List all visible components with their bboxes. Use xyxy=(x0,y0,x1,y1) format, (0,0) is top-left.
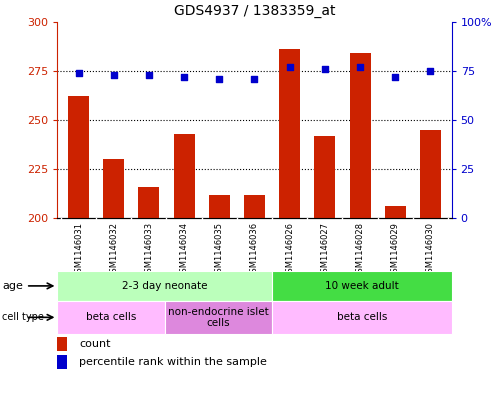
Bar xyxy=(57,355,67,369)
Point xyxy=(180,73,188,80)
Text: age: age xyxy=(2,281,23,291)
Bar xyxy=(244,195,265,393)
Bar xyxy=(279,49,300,393)
Bar xyxy=(272,301,452,334)
Text: cell type: cell type xyxy=(2,312,44,322)
Text: GSM1146028: GSM1146028 xyxy=(356,222,365,278)
Title: GDS4937 / 1383359_at: GDS4937 / 1383359_at xyxy=(174,4,335,18)
Point xyxy=(250,75,258,82)
Point xyxy=(391,73,399,80)
Text: GSM1146034: GSM1146034 xyxy=(180,222,189,278)
Bar xyxy=(420,130,441,393)
Bar xyxy=(57,338,67,351)
Text: count: count xyxy=(79,339,111,349)
Text: GSM1146027: GSM1146027 xyxy=(320,222,329,278)
Point xyxy=(286,64,294,70)
Text: beta cells: beta cells xyxy=(86,312,136,322)
Bar xyxy=(174,134,195,393)
Bar xyxy=(272,271,452,301)
Bar xyxy=(103,159,124,393)
Text: GSM1146026: GSM1146026 xyxy=(285,222,294,278)
Point xyxy=(74,70,82,76)
Text: percentile rank within the sample: percentile rank within the sample xyxy=(79,357,267,367)
Bar xyxy=(57,271,272,301)
Text: GSM1146033: GSM1146033 xyxy=(144,222,153,279)
Text: 2-3 day neonate: 2-3 day neonate xyxy=(122,281,208,291)
Bar xyxy=(68,96,89,393)
Bar xyxy=(385,206,406,393)
Text: 10 week adult: 10 week adult xyxy=(325,281,399,291)
Text: GSM1146029: GSM1146029 xyxy=(391,222,400,278)
Text: GSM1146030: GSM1146030 xyxy=(426,222,435,278)
Point xyxy=(427,68,435,74)
Bar xyxy=(165,301,272,334)
Bar xyxy=(209,195,230,393)
Text: non-endocrine islet
cells: non-endocrine islet cells xyxy=(168,307,269,328)
Text: GSM1146036: GSM1146036 xyxy=(250,222,259,279)
Text: GSM1146031: GSM1146031 xyxy=(74,222,83,278)
Bar xyxy=(57,301,165,334)
Bar xyxy=(349,53,371,393)
Text: GSM1146035: GSM1146035 xyxy=(215,222,224,278)
Bar xyxy=(314,136,335,393)
Point xyxy=(145,72,153,78)
Point xyxy=(110,72,118,78)
Bar xyxy=(138,187,160,393)
Text: beta cells: beta cells xyxy=(337,312,387,322)
Point xyxy=(356,64,364,70)
Point xyxy=(215,75,223,82)
Text: GSM1146032: GSM1146032 xyxy=(109,222,118,278)
Point xyxy=(321,66,329,72)
